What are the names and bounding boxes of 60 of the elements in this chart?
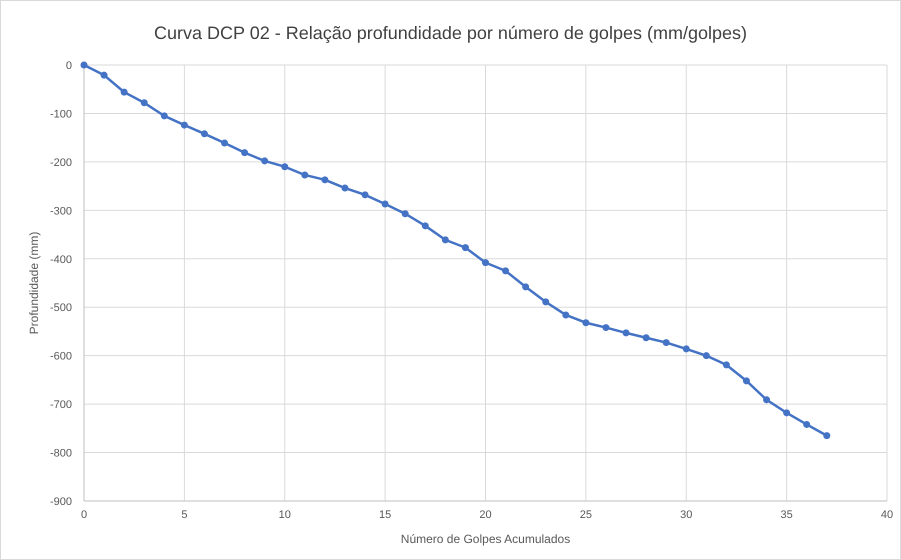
point	[200, 130, 208, 138]
point	[582, 319, 590, 326]
point	[221, 139, 228, 146]
y-tick-label: -100	[50, 108, 72, 120]
point	[241, 149, 248, 156]
point	[80, 62, 88, 68]
y-tick-label: -800	[50, 448, 72, 460]
y-tick-label: -400	[50, 254, 72, 266]
point	[642, 334, 650, 342]
x-tick-label: 5	[181, 509, 188, 521]
point	[321, 176, 328, 184]
point	[422, 222, 429, 230]
y-axis-title: Profundidade (mm)	[27, 232, 41, 334]
x-tick-label: 20	[479, 509, 492, 521]
point	[562, 311, 570, 318]
point	[522, 283, 530, 290]
y-tick-label: -500	[50, 302, 72, 314]
point	[402, 210, 409, 218]
point	[462, 244, 469, 252]
point	[722, 361, 730, 368]
point	[120, 88, 128, 96]
point	[341, 184, 348, 192]
point	[823, 432, 830, 440]
point	[362, 191, 369, 198]
point	[382, 200, 389, 208]
point	[100, 72, 108, 79]
point	[281, 163, 288, 170]
point	[442, 236, 449, 244]
y-tick-label: -300	[50, 205, 72, 218]
x-tick-label: 15	[379, 509, 392, 521]
y-tick-label: -200	[50, 156, 72, 169]
x-tick-label: 25	[580, 509, 592, 521]
point	[763, 396, 770, 404]
y-tick-label: 0	[66, 60, 72, 72]
x-tick-label: 30	[680, 509, 692, 521]
point	[502, 267, 510, 274]
point	[301, 171, 308, 178]
point	[622, 329, 630, 336]
x-tick-label: 10	[278, 509, 291, 521]
y-tick-label: -700	[50, 399, 72, 412]
point	[702, 352, 710, 360]
point	[160, 112, 168, 120]
point	[180, 122, 188, 129]
point	[803, 420, 810, 428]
point	[783, 409, 790, 416]
x-tick-label: 35	[780, 509, 793, 521]
point	[542, 298, 550, 306]
chart-title: Curva DCP 02 - Relação profundidade por número de golpes (mm/golpes)	[154, 23, 747, 43]
point	[261, 157, 268, 164]
y-tick-label: -600	[50, 350, 72, 363]
point	[602, 324, 610, 332]
x-tick-label: 40	[880, 509, 894, 521]
point	[662, 339, 670, 346]
y-tick-label: -900	[50, 496, 72, 508]
point	[682, 345, 690, 352]
point	[482, 259, 489, 266]
point	[742, 377, 750, 384]
x-tick-label: 0	[80, 509, 88, 521]
x-axis-title: Número de Golpes Acumulados	[400, 532, 570, 546]
point	[140, 99, 148, 106]
